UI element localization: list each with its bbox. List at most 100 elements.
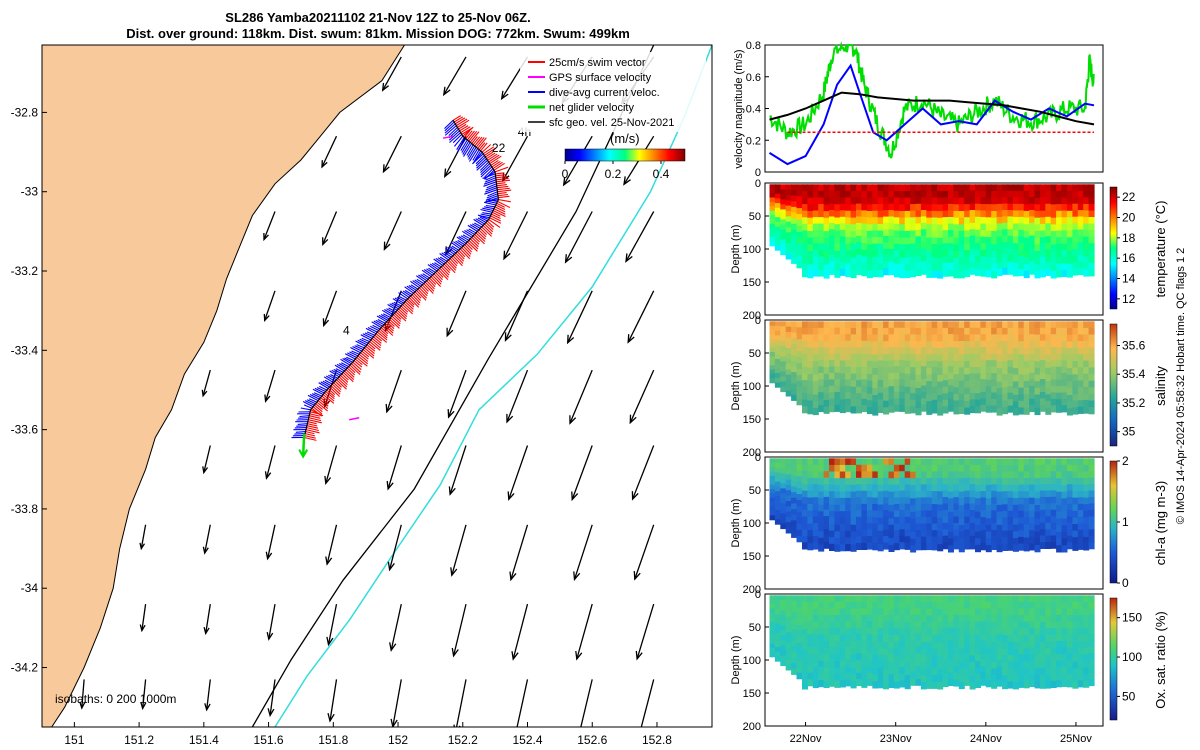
section-cell xyxy=(1023,381,1030,389)
section-cell xyxy=(883,529,890,537)
section-cell xyxy=(1018,608,1025,616)
section-cell xyxy=(985,321,992,329)
section-colorbar-tick-label: 2 xyxy=(1122,454,1129,468)
section-cell xyxy=(953,608,960,616)
section-cell xyxy=(1023,484,1030,492)
section-cell xyxy=(872,388,879,396)
section-cell xyxy=(834,601,841,610)
section-cell xyxy=(975,255,981,263)
section-cell xyxy=(996,242,1003,250)
section-cell xyxy=(1077,477,1084,485)
section-cell xyxy=(872,668,879,676)
section-cell xyxy=(818,230,825,238)
section-cell xyxy=(1077,380,1084,388)
section-cell xyxy=(969,622,976,630)
section-cell xyxy=(796,500,803,507)
section-cell xyxy=(996,601,1003,609)
section-cell xyxy=(975,367,981,375)
section-cell xyxy=(829,484,835,492)
section-cell xyxy=(1023,374,1030,382)
section-cell xyxy=(1034,237,1041,245)
section-cell xyxy=(877,243,884,251)
section-cell xyxy=(850,230,857,239)
section-cell xyxy=(910,458,917,466)
geo-arrow-shaft xyxy=(329,679,338,722)
section-cell xyxy=(818,524,825,532)
section-cell xyxy=(937,682,944,690)
section-cell xyxy=(780,523,787,530)
section-cell xyxy=(915,608,922,616)
section-cell xyxy=(893,359,900,367)
section-cell xyxy=(1002,458,1009,466)
section-cell xyxy=(856,490,862,498)
section-cell xyxy=(1039,477,1046,485)
section-cell xyxy=(1077,628,1084,636)
section-cell xyxy=(996,608,1003,616)
section-cell xyxy=(845,659,852,667)
section-cell xyxy=(942,393,949,401)
section-cell xyxy=(888,498,895,506)
current-vector xyxy=(346,356,355,362)
section-cell xyxy=(926,595,933,603)
section-cell xyxy=(1050,211,1057,219)
geo-arrow-head xyxy=(564,254,573,264)
section-cell xyxy=(1007,510,1014,518)
section-cell xyxy=(1083,608,1090,616)
section-cell xyxy=(1002,641,1009,650)
section-cell xyxy=(866,653,873,661)
section-cell xyxy=(1002,648,1009,656)
section-cell xyxy=(872,621,879,629)
section-cell xyxy=(888,491,895,499)
section-cell xyxy=(861,223,868,231)
section-cell xyxy=(839,386,846,394)
geo-arrow-shaft xyxy=(203,445,211,473)
section-cell xyxy=(872,250,879,258)
section-cell xyxy=(834,327,841,335)
section-cell xyxy=(948,608,954,616)
section-cell xyxy=(1018,367,1025,375)
current-vector xyxy=(455,240,464,247)
current-vector xyxy=(298,417,309,419)
section-cell xyxy=(1050,615,1057,623)
swim-vector xyxy=(436,270,444,278)
section-cell xyxy=(774,226,781,232)
section-cell xyxy=(850,681,857,689)
section-cell xyxy=(996,511,1003,519)
section-cell xyxy=(1012,328,1019,336)
section-cell xyxy=(942,243,949,251)
section-cell xyxy=(985,366,992,374)
section-cell xyxy=(904,367,911,375)
section-cell xyxy=(942,249,949,258)
section-cell xyxy=(931,517,938,525)
section-cell xyxy=(948,327,954,335)
section-cell xyxy=(829,327,835,335)
section-cell xyxy=(802,608,808,616)
section-cell xyxy=(975,373,981,381)
section-cell xyxy=(1056,680,1063,688)
legend-box xyxy=(520,52,706,132)
swim-vector xyxy=(399,306,408,315)
section-cell xyxy=(1061,360,1068,368)
section-cell xyxy=(915,659,922,667)
section-cell xyxy=(812,667,819,675)
current-vector xyxy=(334,364,345,372)
section-cell xyxy=(1002,367,1009,375)
section-cell xyxy=(1077,347,1084,355)
section-cell xyxy=(958,485,965,493)
section-cell xyxy=(920,321,927,329)
section-cell xyxy=(953,347,960,355)
swim-vector xyxy=(306,425,319,429)
section-cell xyxy=(953,666,960,674)
geo-arrow-shaft xyxy=(327,603,338,645)
section-cell xyxy=(818,680,825,688)
current-vector xyxy=(484,187,498,193)
geo-arrow-head xyxy=(504,332,512,342)
section-cell xyxy=(872,269,879,278)
section-cell xyxy=(937,537,944,545)
section-cell xyxy=(785,385,792,392)
section-cell xyxy=(893,530,900,538)
section-cell xyxy=(774,623,781,629)
section-cell xyxy=(899,340,906,348)
section-cell xyxy=(910,399,917,407)
section-cell xyxy=(1050,477,1057,485)
